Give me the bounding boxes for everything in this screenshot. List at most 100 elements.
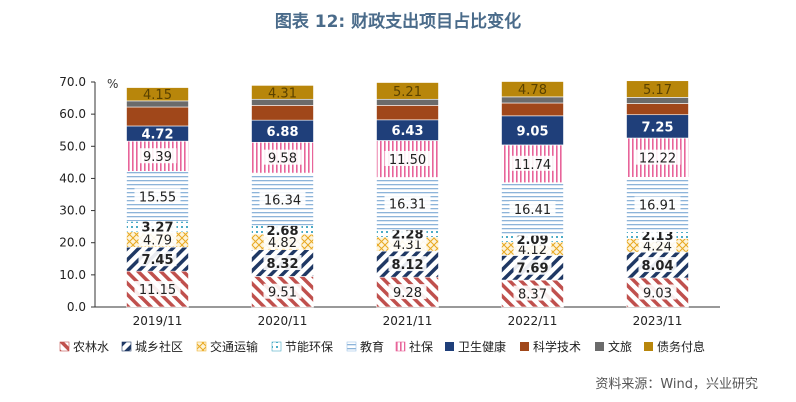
data-label: 4.31	[268, 86, 297, 101]
y-tick-label: 0.0	[67, 300, 86, 314]
data-label: 2.13	[641, 229, 673, 244]
y-tick-label: 50.0	[59, 139, 86, 153]
data-label-bg	[388, 256, 427, 272]
data-label-bg	[509, 201, 556, 217]
legend-swatch	[445, 342, 454, 351]
data-label: 2.09	[516, 233, 548, 248]
y-tick-label: 40.0	[59, 171, 86, 185]
data-label: 15.55	[139, 190, 176, 205]
legend-swatch	[59, 341, 70, 352]
data-label: 11.15	[139, 283, 176, 298]
data-label-bg	[384, 195, 431, 211]
legend-label: 教育	[360, 339, 384, 354]
legend-swatch	[121, 341, 132, 352]
bar-segment	[376, 98, 439, 106]
legend-label: 社保	[409, 339, 433, 354]
data-label-bg	[138, 148, 177, 164]
data-label-bg	[134, 281, 181, 297]
data-label-bg	[634, 149, 681, 165]
y-tick-label: 30.0	[59, 204, 86, 218]
data-label: 16.34	[264, 193, 301, 208]
y-tick-label: 70.0	[59, 75, 86, 89]
data-label: 9.51	[268, 286, 297, 301]
data-label: 11.50	[389, 153, 426, 168]
data-label: 7.45	[141, 253, 173, 268]
data-label: 12.22	[639, 152, 676, 167]
bar-segment	[626, 80, 689, 98]
bar-segment	[251, 85, 314, 100]
data-label-bg	[263, 283, 302, 299]
bar-segment	[626, 97, 689, 104]
bar-segment	[376, 82, 439, 100]
data-label: 7.69	[516, 262, 548, 277]
data-label: 2.68	[266, 224, 298, 239]
data-label: 4.24	[643, 239, 672, 254]
bar-segment	[126, 87, 189, 102]
data-label: 8.32	[266, 257, 298, 272]
data-label-bg	[384, 150, 431, 166]
legend-swatch	[595, 342, 604, 351]
data-label: 6.88	[266, 125, 298, 140]
data-label: 9.28	[393, 286, 422, 301]
data-label: 7.25	[641, 120, 673, 135]
data-label: 4.12	[518, 243, 547, 258]
legend-label: 科学技术	[533, 339, 581, 354]
data-label: 11.74	[514, 158, 551, 173]
data-label: 4.82	[268, 236, 297, 251]
y-tick-label: 60.0	[59, 107, 86, 121]
legend-swatch	[346, 341, 357, 352]
chart-legend: 农林水 城乡社区 交通运输 节能环保 教育 社保 卫生健康 科学技术 文旅 债务付息	[59, 339, 705, 354]
y-axis-unit: %	[107, 77, 118, 91]
data-label: 5.17	[643, 83, 672, 98]
legend-label: 债务付息	[657, 339, 705, 354]
bar-segment	[501, 102, 564, 117]
data-label: 4.78	[518, 83, 547, 98]
data-label: 2.28	[391, 228, 423, 243]
data-label: 8.37	[518, 288, 547, 303]
data-label: 9.39	[143, 150, 172, 165]
data-label-bg	[138, 251, 177, 267]
x-tick-label: 2020/11	[258, 314, 308, 328]
data-label: 5.21	[393, 85, 422, 100]
data-label-bg	[263, 149, 302, 165]
data-label: 16.31	[389, 198, 426, 213]
legend-label: 文旅	[608, 339, 632, 354]
data-label-bg	[138, 231, 177, 247]
data-label: 6.43	[391, 124, 423, 139]
data-label-bg	[634, 196, 681, 212]
data-label: 9.03	[643, 286, 672, 301]
data-label-bg	[263, 233, 302, 249]
data-label: 8.04	[641, 259, 673, 274]
data-label: 4.15	[143, 88, 172, 103]
legend-label: 节能环保	[285, 340, 333, 354]
data-label-bg	[513, 285, 552, 301]
data-label: 9.05	[516, 124, 548, 139]
legend-label: 城乡社区	[135, 339, 183, 354]
data-label-bg	[388, 284, 427, 300]
legend-swatch	[520, 342, 529, 351]
data-label: 4.79	[143, 234, 172, 249]
bar-segment	[626, 103, 689, 116]
y-tick-label: 20.0	[59, 236, 86, 250]
x-tick-label: 2019/11	[133, 314, 183, 328]
bar-segment	[501, 115, 564, 146]
source-note: 资料来源：Wind，兴业研究	[595, 377, 758, 392]
bar-segment	[126, 106, 189, 127]
data-label: 9.58	[268, 152, 297, 167]
data-label: 4.72	[141, 128, 173, 143]
x-tick-label: 2021/11	[383, 314, 433, 328]
legend-label: 农林水	[73, 340, 109, 354]
legend-swatch	[395, 341, 406, 352]
data-label-bg	[638, 284, 677, 300]
legend-swatch	[271, 341, 282, 352]
data-label-bg	[509, 155, 556, 171]
legend-swatch	[644, 342, 653, 351]
data-label: 8.12	[391, 258, 423, 273]
data-label: 16.91	[639, 198, 676, 213]
legend-swatch	[196, 341, 207, 352]
data-label: 16.41	[514, 203, 551, 218]
data-label-bg	[638, 257, 677, 273]
data-label: 3.27	[141, 221, 173, 236]
chart-title: 图表 12: 财政支出项目占比变化	[274, 12, 522, 32]
